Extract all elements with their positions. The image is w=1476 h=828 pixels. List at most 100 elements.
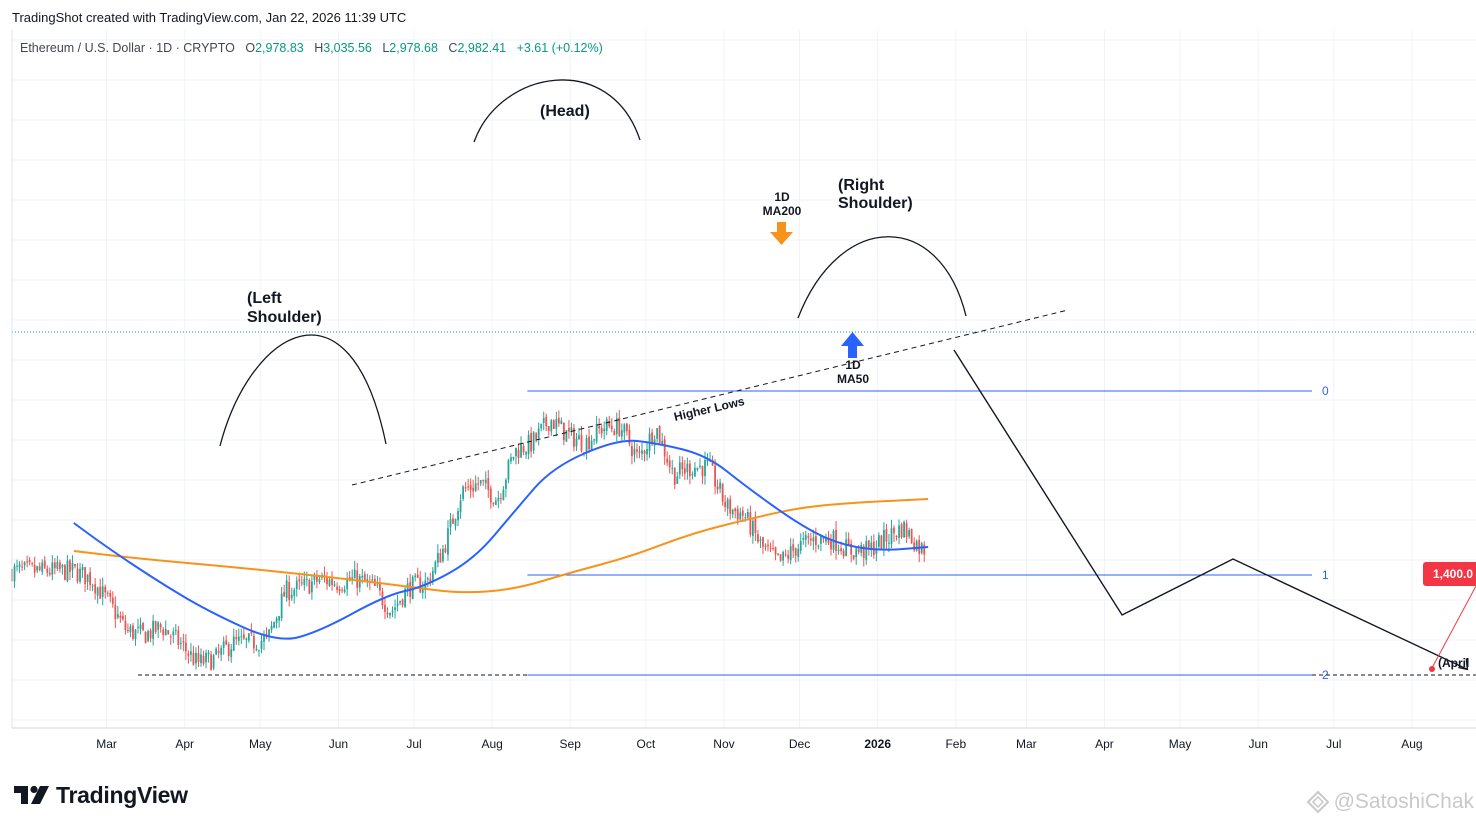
candle-body xyxy=(618,417,621,436)
candle-body xyxy=(575,438,578,447)
time-tick-label: Feb xyxy=(945,737,966,751)
candle-body xyxy=(867,540,870,548)
candle-body xyxy=(474,483,477,491)
candle-body xyxy=(877,535,880,547)
candle-body xyxy=(704,459,706,477)
time-tick-label: May xyxy=(1169,737,1192,751)
candle-body xyxy=(512,456,515,459)
candle-body xyxy=(33,564,36,573)
candle-body xyxy=(663,439,666,457)
candle-body xyxy=(600,427,603,434)
chart-svg[interactable]: 012 1,400.0(Head)(LeftShoulder)(RightSho… xyxy=(0,30,1476,760)
candle-body xyxy=(469,484,472,490)
candle-body xyxy=(754,518,757,534)
candle-body xyxy=(706,459,709,462)
candle-body xyxy=(444,548,447,553)
candle-body xyxy=(694,467,696,477)
candle-body xyxy=(43,560,46,568)
brand-name: TradingView xyxy=(56,781,188,808)
candle-body xyxy=(842,550,845,557)
head-label: (Head) xyxy=(540,103,590,120)
candle-body xyxy=(154,621,157,633)
candle-body xyxy=(237,636,240,641)
candle-body xyxy=(119,615,122,618)
pattern-drawings: 1,400.0(Head)(LeftShoulder)(RightShoulde… xyxy=(219,79,1476,672)
candle-body xyxy=(807,536,810,538)
candle-body xyxy=(404,588,407,607)
candle-body xyxy=(550,420,553,432)
candle-body xyxy=(467,486,470,488)
high-label: H xyxy=(314,41,324,55)
candle-body xyxy=(497,497,500,501)
candle-body xyxy=(651,432,653,445)
candle-body xyxy=(379,582,381,591)
candle-body xyxy=(394,607,396,611)
left-shoulder-label-line2: Shoulder) xyxy=(247,309,322,326)
candle-body xyxy=(880,535,883,550)
price-candles xyxy=(11,331,1476,671)
candle-body xyxy=(484,479,487,484)
candle-body xyxy=(562,422,565,441)
tradingview-logo[interactable]: TradingView xyxy=(14,781,188,809)
candle-body xyxy=(620,430,623,437)
tradingview-logo-icon xyxy=(14,785,49,804)
candle-body xyxy=(61,564,64,568)
candle-body xyxy=(212,655,215,669)
ma200-line xyxy=(73,498,929,594)
candle-body xyxy=(137,626,139,628)
candle-body xyxy=(517,449,520,458)
candle-body xyxy=(671,467,674,469)
ma50-up-arrow-icon xyxy=(841,332,864,358)
candle-body xyxy=(462,486,464,499)
left-shoulder-arc xyxy=(219,334,387,447)
candle-body xyxy=(101,586,104,597)
candle-body xyxy=(51,562,54,575)
candle-body xyxy=(255,649,258,651)
candle-body xyxy=(71,563,74,571)
candle-body xyxy=(18,564,21,567)
candle-body xyxy=(167,630,170,635)
candle-body xyxy=(719,482,722,489)
candle-body xyxy=(401,599,404,606)
candle-body xyxy=(746,511,749,518)
candle-body xyxy=(625,423,628,432)
candle-body xyxy=(106,592,109,594)
candle-body xyxy=(356,570,359,588)
candle-body xyxy=(187,653,190,656)
candle-body xyxy=(275,618,278,623)
candle-body xyxy=(585,438,588,453)
candle-body xyxy=(86,574,89,583)
moving-averages xyxy=(73,439,929,640)
candle-body xyxy=(814,536,817,546)
candle-body xyxy=(313,574,316,580)
candle-body xyxy=(825,537,827,542)
candle-body xyxy=(230,649,233,658)
candle-body xyxy=(265,633,268,635)
candle-body xyxy=(570,427,573,431)
right-shoulder-label-line1: (Right xyxy=(838,177,885,194)
candle-body xyxy=(683,468,686,474)
candle-body xyxy=(714,465,716,487)
candle-body xyxy=(124,620,127,631)
candle-body xyxy=(31,563,34,565)
candle-body xyxy=(363,573,366,582)
candle-body xyxy=(109,592,112,597)
candle-body xyxy=(739,512,742,520)
candle-body xyxy=(744,517,747,519)
candle-body xyxy=(250,631,253,634)
candle-body xyxy=(666,458,669,463)
right-shoulder-arc xyxy=(797,236,967,319)
candle-body xyxy=(865,541,868,560)
candle-body xyxy=(220,648,223,655)
candle-body xyxy=(91,585,94,587)
time-tick-label: 2026 xyxy=(864,737,891,751)
candle-body xyxy=(545,416,548,427)
candle-body xyxy=(205,652,207,663)
symbol-legend[interactable]: Ethereum / U.S. Dollar · 1D · CRYPTO O2,… xyxy=(20,41,603,55)
candle-body xyxy=(240,636,243,638)
candle-body xyxy=(840,548,842,552)
candle-body xyxy=(308,580,311,594)
candle-body xyxy=(656,428,659,439)
time-tick-label: Mar xyxy=(96,737,117,751)
